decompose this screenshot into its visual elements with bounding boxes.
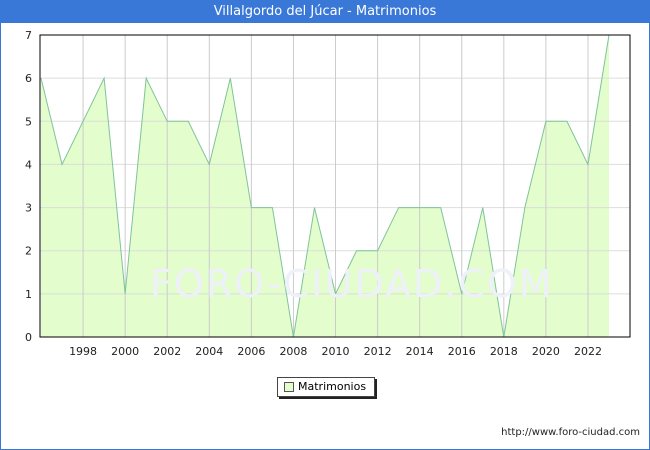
x-tick-label: 2016 [448, 345, 476, 358]
x-tick-label: 2012 [364, 345, 392, 358]
y-tick-label: 7 [25, 29, 32, 42]
y-tick-label: 4 [25, 158, 32, 171]
plot-border [39, 34, 631, 338]
y-tick-label: 6 [25, 72, 32, 85]
x-tick-label: 1998 [69, 345, 97, 358]
legend-swatch [284, 382, 294, 392]
x-tick-label: 2006 [237, 345, 265, 358]
x-tick-label: 2020 [532, 345, 560, 358]
chart-title: Villalgordo del Júcar - Matrimonios [0, 0, 650, 23]
x-tick-label: 2022 [574, 345, 602, 358]
x-tick-label: 2004 [195, 345, 223, 358]
x-tick-label: 2000 [111, 345, 139, 358]
y-tick-label: 0 [25, 331, 32, 344]
x-tick-label: 2008 [279, 345, 307, 358]
x-tick-label: 2002 [153, 345, 181, 358]
x-tick-label: 2014 [406, 345, 434, 358]
series-area [41, 35, 609, 337]
y-tick-label: 1 [25, 288, 32, 301]
y-tick-label: 3 [25, 202, 32, 215]
x-tick-label: 2018 [490, 345, 518, 358]
legend-label: Matrimonios [298, 380, 367, 393]
footer-url[interactable]: http://www.foro-ciudad.com [501, 427, 640, 438]
x-tick-label: 2010 [322, 345, 350, 358]
y-tick-label: 5 [25, 115, 32, 128]
series-line [40, 34, 610, 338]
legend: Matrimonios [277, 377, 375, 397]
y-tick-label: 2 [25, 245, 32, 258]
